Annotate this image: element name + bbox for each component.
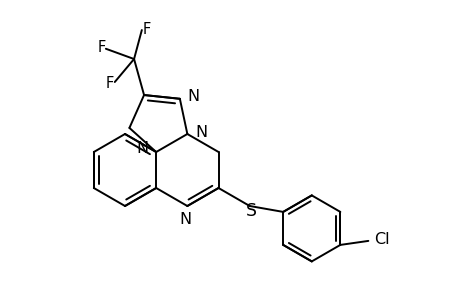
Text: S: S (246, 202, 257, 220)
Text: N: N (179, 212, 191, 226)
Text: F: F (98, 40, 106, 55)
Text: Cl: Cl (374, 232, 389, 247)
Text: N: N (187, 89, 200, 104)
Text: F: F (142, 22, 151, 37)
Text: F: F (106, 76, 114, 91)
Text: N: N (136, 140, 148, 155)
Text: N: N (195, 124, 207, 140)
